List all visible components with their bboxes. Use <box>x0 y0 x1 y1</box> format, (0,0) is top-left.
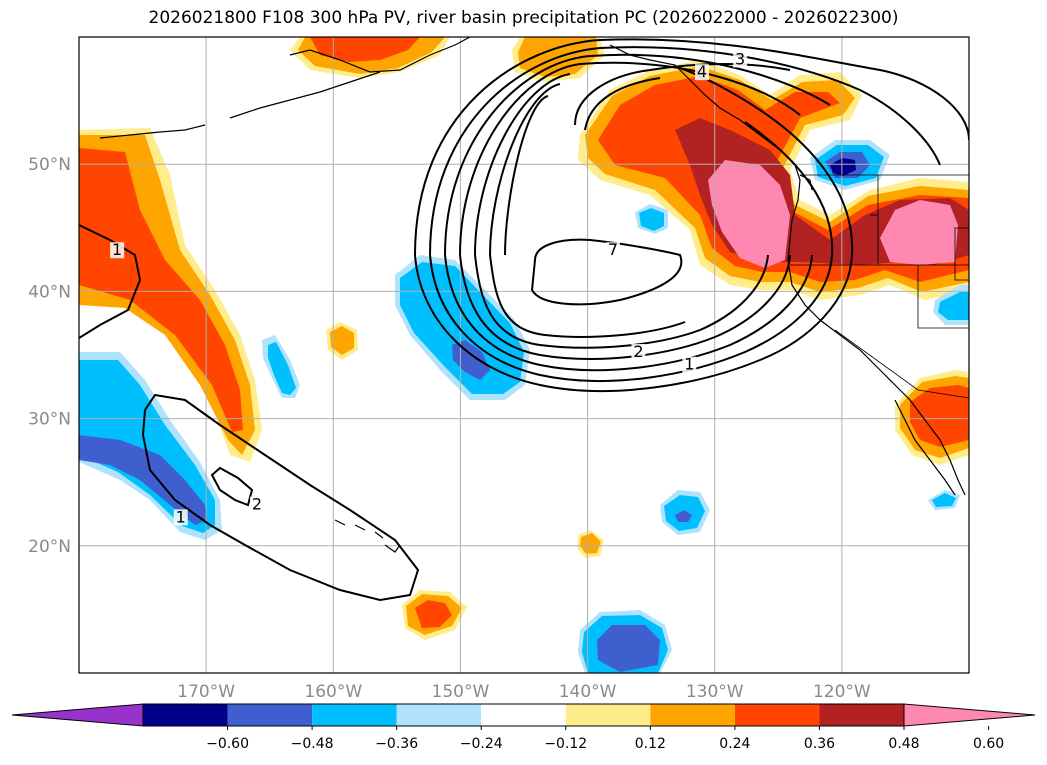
lat-tick-label: 20°N <box>28 537 71 557</box>
colorbar <box>11 703 1036 727</box>
longitude-tick-labels: 170°W 160°W 150°W 140°W 130°W 120°W <box>177 682 871 702</box>
lon-tick-label: 150°W <box>432 682 490 702</box>
colorbar-swatch <box>227 704 313 726</box>
contour-label: 4 <box>697 62 707 81</box>
colorbar-tick-label: 0.60 <box>973 736 1004 752</box>
contour-label-background <box>173 509 188 526</box>
lon-tick-label: 170°W <box>177 682 235 702</box>
colorbar-swatch <box>650 704 735 726</box>
colorbar-extend-max <box>903 703 1036 727</box>
lon-tick-label: 130°W <box>686 682 744 702</box>
contour-label: 7 <box>608 240 618 259</box>
contour-label: 1 <box>112 240 122 259</box>
lat-tick-label: 40°N <box>28 282 71 302</box>
colorbar-tick-label: −0.60 <box>206 736 249 752</box>
contour-label-background <box>631 344 646 360</box>
colorbar-swatch <box>734 704 820 726</box>
colorbar-tick-label: −0.36 <box>375 736 418 752</box>
contour-label: 2 <box>252 495 262 514</box>
latitude-tick-labels: 20°N 30°N 40°N 50°N <box>28 155 71 557</box>
positive-anomaly-shading <box>79 37 969 640</box>
contour-label-background <box>695 64 709 81</box>
contour-label: 2 <box>633 342 643 361</box>
contour-label: 1 <box>176 507 186 526</box>
lat-tick-label: 50°N <box>28 155 71 175</box>
colorbar-tick-label: 0.48 <box>888 736 919 752</box>
colorbar-outline <box>142 703 905 727</box>
lon-tick-label: 120°W <box>813 682 871 702</box>
contour-label-background <box>250 496 264 513</box>
colorbar-tick-label: −0.12 <box>544 736 587 752</box>
chart-title: 2026021800 F108 300 hPa PV, river basin … <box>148 8 899 28</box>
colorbar-extend-min <box>11 703 144 727</box>
colorbar-swatch <box>312 704 397 726</box>
colorbar-tick-label: 0.24 <box>719 736 750 752</box>
pv-contours <box>79 38 969 602</box>
contour-label-background <box>733 51 748 68</box>
lon-tick-label: 160°W <box>304 682 362 702</box>
map-frame <box>78 36 970 674</box>
contour-label-background <box>110 242 125 259</box>
colorbar-swatch <box>143 704 228 726</box>
colorbar-tick-label: 0.36 <box>804 736 835 752</box>
lat-tick-label: 30°N <box>28 410 71 430</box>
colorbar-swatch <box>565 704 651 726</box>
negative-anomaly-shading <box>79 140 969 673</box>
state-borders <box>790 174 969 399</box>
lon-tick-label: 140°W <box>559 682 617 702</box>
colorbar-tick-label: −0.24 <box>460 736 503 752</box>
colorbar-swatch <box>396 704 482 726</box>
colorbar-swatch <box>481 704 566 726</box>
coastlines <box>99 37 966 553</box>
contour-label-background <box>682 356 697 373</box>
contour-label-background <box>606 242 620 259</box>
contour-label: 3 <box>735 49 745 68</box>
colorbar-tick-labels: −0.60 −0.48 −0.36 −0.24 −0.12 0.12 0.24 0.36 0.4… <box>206 726 1004 752</box>
colorbar-tick-label: 0.12 <box>635 736 666 752</box>
colorbar-swatch <box>819 704 904 726</box>
colorbar-tick-label: −0.48 <box>291 736 334 752</box>
contour-label: 1 <box>684 355 694 374</box>
